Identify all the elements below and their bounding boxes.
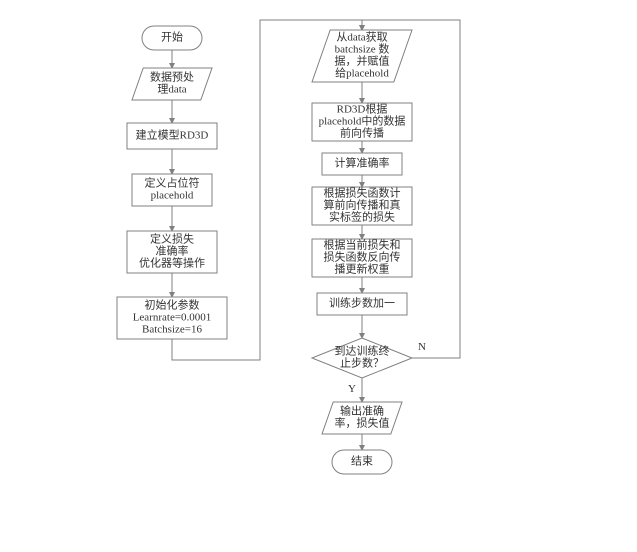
node-init: 初始化参数Learnrate=0.0001Batchsize=16 [117,297,227,339]
svg-text:到达训练终: 到达训练终 [335,344,390,358]
svg-text:实标签的损失: 实标签的损失 [329,210,395,224]
svg-text:优化器等操作: 优化器等操作 [139,256,205,270]
svg-text:播更新权重: 播更新权重 [335,262,390,276]
svg-text:止步数？: 止步数？ [340,357,384,370]
svg-text:准确率: 准确率 [156,244,189,258]
svg-text:根据当前损失和: 根据当前损失和 [324,238,401,252]
svg-text:算前向传播和真: 算前向传播和真 [324,198,401,212]
svg-text:placehold中的数据: placehold中的数据 [319,114,406,128]
svg-text:batchsize 数: batchsize 数 [335,43,390,56]
svg-text:数据预处: 数据预处 [150,70,194,84]
svg-text:结束: 结束 [351,455,373,468]
node-closs: 根据损失函数计算前向传播和真实标签的损失 [312,186,412,225]
svg-text:初始化参数: 初始化参数 [145,298,200,312]
svg-text:训练步数加一: 训练步数加一 [329,296,395,310]
svg-text:建立模型RD3D: 建立模型RD3D [136,128,209,142]
node-prep: 数据预处理data [132,68,212,100]
svg-text:Y: Y [348,383,356,395]
svg-text:Batchsize=16: Batchsize=16 [142,324,202,336]
node-build: 建立模型RD3D [127,123,217,149]
svg-text:输出准确: 输出准确 [340,404,384,418]
svg-text:定义占位符: 定义占位符 [145,176,200,190]
svg-text:给placehold: 给placehold [335,67,389,80]
svg-text:N: N [418,341,426,353]
flowchart-canvas: Y N 开始数据预处理data 建立模型RD3D 定义占位符placehold 定义损失… [0,0,637,552]
node-step: 训练步数加一 [317,293,407,315]
node-defloss: 定义损失准确率优化器等操作 [127,231,217,273]
svg-text:开始: 开始 [161,30,183,44]
svg-text:理data: 理data [157,83,186,96]
node-start: 开始 [142,26,202,50]
edge: Y [348,378,362,402]
svg-text:损失函数反向传: 损失函数反向传 [324,250,401,264]
svg-text:RD3D根据: RD3D根据 [337,102,388,116]
svg-text:据，并赋值: 据，并赋值 [335,54,390,68]
svg-text:placehold: placehold [151,190,194,202]
svg-text:率，损失值: 率，损失值 [335,416,390,430]
svg-text:从data获取: 从data获取 [336,31,387,44]
svg-text:前向传播: 前向传播 [340,126,384,140]
svg-text:Learnrate=0.0001: Learnrate=0.0001 [133,312,212,324]
svg-text:根据损失函数计: 根据损失函数计 [324,186,401,200]
svg-text:定义损失: 定义损失 [150,232,194,246]
node-end: 结束 [332,450,392,474]
node-placeh: 定义占位符placehold [132,174,212,206]
node-out: 输出准确率，损失值 [322,402,402,434]
nodes-layer: 开始数据预处理data 建立模型RD3D 定义占位符placehold 定义损失准确率… [117,26,412,474]
node-getdata: 从data获取batchsize 数据，并赋值给placehold [312,30,412,82]
svg-text:计算准确率: 计算准确率 [335,156,390,170]
node-dec: 到达训练终止步数？ [312,338,412,378]
node-fwd: RD3D根据placehold中的数据前向传播 [312,102,412,141]
node-acc: 计算准确率 [322,153,402,175]
node-backp: 根据当前损失和损失函数反向传播更新权重 [312,238,412,277]
